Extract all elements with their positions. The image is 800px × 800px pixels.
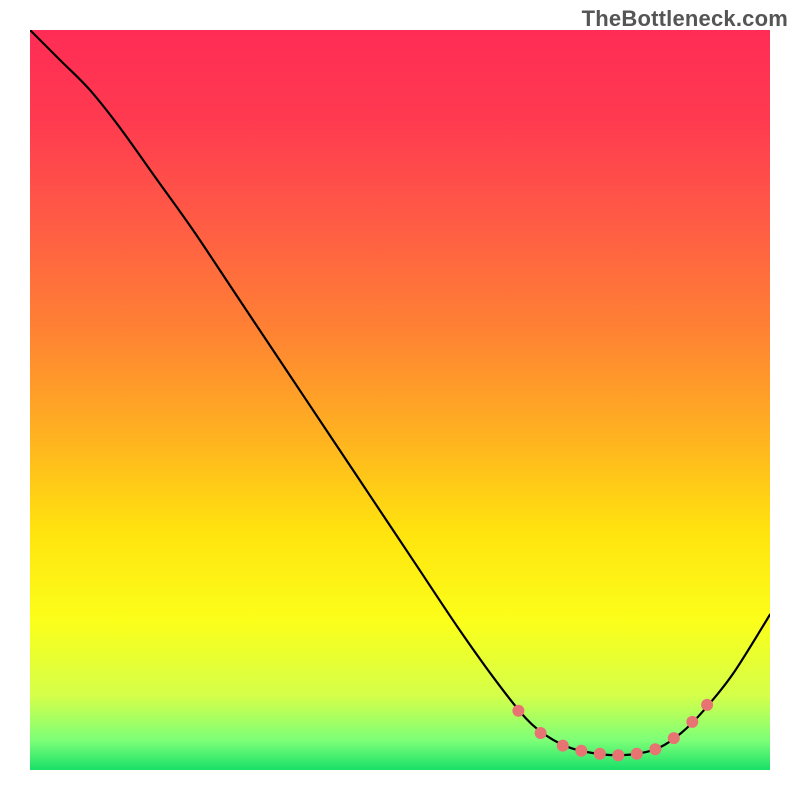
chart-svg — [0, 0, 800, 800]
optimum-marker — [557, 740, 569, 752]
optimum-marker — [575, 745, 587, 757]
optimum-marker — [701, 699, 713, 711]
optimum-marker — [512, 705, 524, 717]
optimum-marker — [594, 748, 606, 760]
watermark-text: TheBottleneck.com — [582, 6, 788, 32]
optimum-marker — [631, 748, 643, 760]
optimum-marker — [649, 743, 661, 755]
plot-background — [30, 30, 770, 770]
optimum-marker — [668, 732, 680, 744]
optimum-marker — [535, 727, 547, 739]
optimum-marker — [686, 716, 698, 728]
optimum-marker — [612, 749, 624, 761]
chart-canvas: TheBottleneck.com — [0, 0, 800, 800]
